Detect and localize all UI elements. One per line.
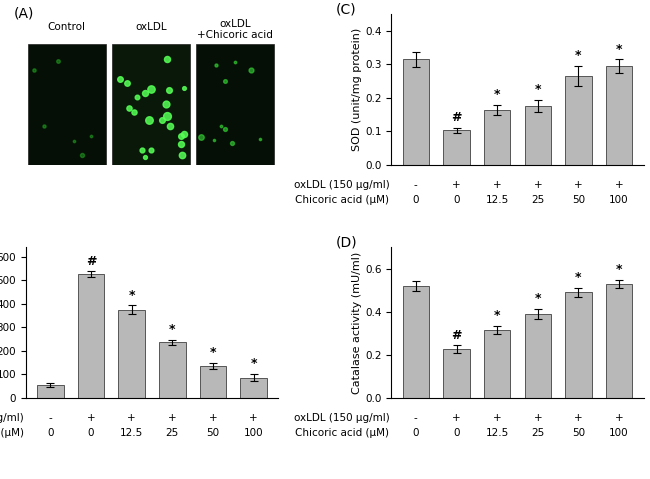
Text: 12.5: 12.5 bbox=[486, 428, 509, 438]
Bar bbox=[159, 342, 185, 398]
Text: *: * bbox=[250, 357, 257, 370]
Text: -: - bbox=[49, 412, 52, 422]
Bar bbox=[37, 385, 64, 398]
Text: 0: 0 bbox=[453, 194, 460, 205]
Bar bbox=[118, 309, 145, 398]
Text: 0: 0 bbox=[47, 428, 54, 438]
Text: *: * bbox=[129, 288, 135, 302]
Text: *: * bbox=[169, 323, 176, 336]
Text: *: * bbox=[616, 263, 622, 276]
Bar bbox=[402, 59, 429, 165]
Text: 50: 50 bbox=[207, 428, 220, 438]
Text: *: * bbox=[534, 83, 541, 96]
Text: +: + bbox=[127, 412, 136, 422]
Text: 50: 50 bbox=[572, 194, 585, 205]
Y-axis label: Catalase activity (mU/ml): Catalase activity (mU/ml) bbox=[352, 251, 363, 394]
FancyBboxPatch shape bbox=[112, 45, 190, 165]
Text: 0: 0 bbox=[88, 428, 94, 438]
FancyBboxPatch shape bbox=[196, 45, 274, 165]
Text: 100: 100 bbox=[244, 428, 263, 438]
Text: 12.5: 12.5 bbox=[486, 194, 509, 205]
Text: 0: 0 bbox=[413, 428, 419, 438]
Text: Chicoric acid (μM): Chicoric acid (μM) bbox=[296, 428, 389, 438]
Text: 0: 0 bbox=[413, 194, 419, 205]
Text: oxLDL (150 μg/ml): oxLDL (150 μg/ml) bbox=[294, 412, 389, 422]
Text: oxLDL (150 μg/ml): oxLDL (150 μg/ml) bbox=[0, 412, 24, 422]
Bar bbox=[606, 66, 632, 165]
Text: (A): (A) bbox=[14, 7, 34, 21]
Text: 25: 25 bbox=[166, 428, 179, 438]
Text: #: # bbox=[86, 255, 96, 268]
Text: #: # bbox=[451, 111, 462, 124]
Text: *: * bbox=[575, 49, 582, 62]
Text: (D): (D) bbox=[336, 235, 358, 249]
Text: *: * bbox=[575, 271, 582, 285]
Text: +: + bbox=[86, 412, 96, 422]
Text: 100: 100 bbox=[609, 194, 629, 205]
Bar bbox=[525, 314, 551, 398]
Text: oxLDL: oxLDL bbox=[135, 22, 166, 32]
Text: +: + bbox=[493, 412, 501, 422]
Text: -: - bbox=[414, 180, 418, 190]
FancyBboxPatch shape bbox=[28, 45, 106, 165]
Text: (C): (C) bbox=[336, 2, 357, 16]
Text: *: * bbox=[210, 346, 216, 359]
Text: +: + bbox=[250, 412, 258, 422]
Bar bbox=[443, 349, 470, 398]
Text: oxLDL
+Chicoric acid: oxLDL +Chicoric acid bbox=[197, 19, 273, 41]
Bar bbox=[78, 274, 104, 398]
Text: +: + bbox=[534, 412, 542, 422]
Text: 12.5: 12.5 bbox=[120, 428, 143, 438]
Text: Chicoric acid (μM): Chicoric acid (μM) bbox=[296, 194, 389, 205]
Text: +: + bbox=[615, 412, 623, 422]
Bar bbox=[240, 377, 267, 398]
Text: *: * bbox=[616, 43, 622, 56]
Text: oxLDL (150 μg/ml): oxLDL (150 μg/ml) bbox=[294, 180, 389, 190]
Text: +: + bbox=[615, 180, 623, 190]
Text: #: # bbox=[451, 329, 462, 342]
Text: +: + bbox=[452, 412, 461, 422]
Text: +: + bbox=[168, 412, 177, 422]
Bar bbox=[484, 110, 510, 165]
Text: +: + bbox=[534, 180, 542, 190]
Text: +: + bbox=[574, 412, 583, 422]
Text: +: + bbox=[493, 180, 501, 190]
Text: +: + bbox=[209, 412, 217, 422]
Bar bbox=[484, 330, 510, 398]
Text: +: + bbox=[574, 180, 583, 190]
Bar bbox=[200, 366, 226, 398]
Text: +: + bbox=[452, 180, 461, 190]
Bar bbox=[443, 130, 470, 165]
Bar bbox=[566, 292, 592, 398]
Text: 25: 25 bbox=[531, 194, 545, 205]
Text: -: - bbox=[414, 412, 418, 422]
Y-axis label: SOD (unit/mg protein): SOD (unit/mg protein) bbox=[352, 28, 363, 151]
Bar bbox=[402, 286, 429, 398]
Bar bbox=[566, 76, 592, 165]
Text: 0: 0 bbox=[453, 428, 460, 438]
Text: *: * bbox=[494, 309, 500, 322]
Text: 50: 50 bbox=[572, 428, 585, 438]
Bar bbox=[525, 106, 551, 165]
Text: Chicoric acid (μM): Chicoric acid (μM) bbox=[0, 428, 24, 438]
Text: *: * bbox=[494, 88, 500, 101]
Text: 25: 25 bbox=[531, 428, 545, 438]
Text: *: * bbox=[534, 292, 541, 306]
Bar bbox=[606, 284, 632, 398]
Text: Control: Control bbox=[47, 22, 86, 32]
Text: 100: 100 bbox=[609, 428, 629, 438]
